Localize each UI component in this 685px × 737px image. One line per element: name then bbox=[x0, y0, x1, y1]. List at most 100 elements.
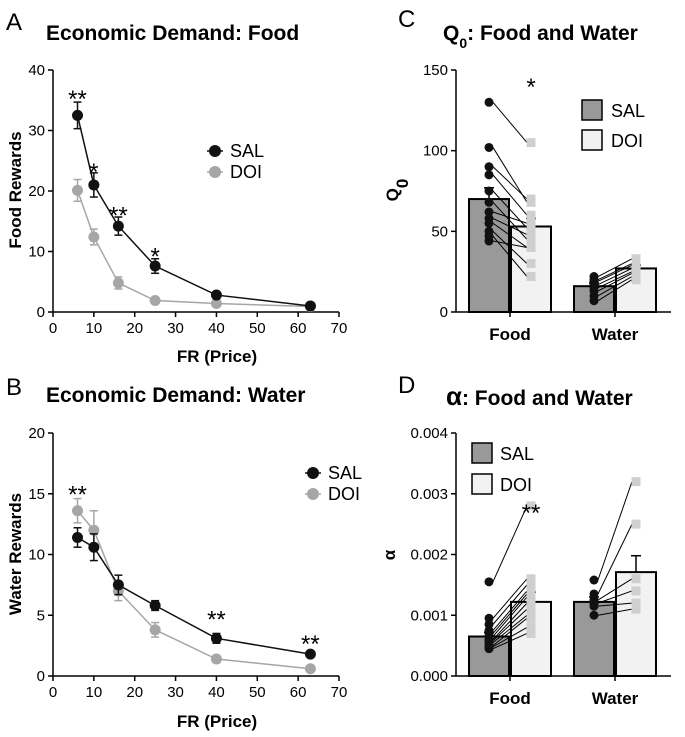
paired-line bbox=[597, 272, 633, 292]
series-doi-point bbox=[304, 663, 316, 675]
point-doi bbox=[526, 628, 536, 638]
series-sal-point bbox=[88, 179, 100, 191]
panel-b-ylabel: Water Rewards bbox=[6, 493, 25, 615]
point-sal bbox=[589, 575, 599, 585]
point-doi bbox=[526, 613, 536, 623]
x-tick-label: 50 bbox=[249, 684, 266, 701]
point-doi bbox=[631, 519, 641, 529]
panel-c-legend: SAL DOI bbox=[581, 99, 645, 151]
series-doi-point bbox=[72, 505, 84, 517]
point-doi bbox=[526, 138, 536, 148]
x-tick-label: 40 bbox=[208, 320, 225, 337]
series-sal-point bbox=[72, 109, 84, 121]
paired-line bbox=[492, 211, 528, 224]
paired-line bbox=[492, 617, 528, 647]
paired-line bbox=[597, 590, 633, 604]
point-sal bbox=[589, 296, 599, 306]
x-tick-label: 0 bbox=[49, 684, 57, 701]
point-doi bbox=[526, 604, 536, 614]
series-sal-point bbox=[112, 220, 124, 232]
point-doi bbox=[631, 574, 641, 584]
paired-line bbox=[492, 230, 528, 264]
point-sal bbox=[484, 97, 494, 107]
point-doi bbox=[526, 242, 536, 252]
x-tick-label: 70 bbox=[331, 320, 348, 337]
paired-line bbox=[492, 222, 528, 248]
paired-line bbox=[492, 608, 528, 642]
paired-line bbox=[597, 481, 633, 581]
legend-sal-swatch bbox=[581, 99, 603, 121]
x-tick-label: 30 bbox=[167, 320, 184, 337]
point-sal bbox=[484, 236, 494, 246]
series-sal-point bbox=[304, 648, 316, 660]
y-tick-label: 0.000 bbox=[410, 668, 448, 685]
point-doi bbox=[526, 210, 536, 220]
x-tick-label: 30 bbox=[167, 684, 184, 701]
y-tick-label: 50 bbox=[431, 223, 448, 240]
panel-a-ylabel: Food Rewards bbox=[6, 131, 25, 248]
series-doi-line bbox=[76, 510, 311, 670]
paired-line bbox=[492, 166, 528, 200]
point-doi bbox=[526, 230, 536, 240]
legend-doi-label: DOI bbox=[328, 484, 360, 504]
panel-c-title-rest: : Food and Water bbox=[467, 22, 638, 45]
category-label: Food bbox=[489, 689, 531, 708]
x-tick-label: 20 bbox=[126, 684, 143, 701]
panel-d-marks: ** bbox=[468, 477, 657, 678]
point-doi bbox=[631, 586, 641, 596]
series-sal-point bbox=[210, 289, 222, 301]
significance-marker: * bbox=[150, 243, 159, 270]
legend-doi-label: DOI bbox=[230, 162, 262, 182]
paired-line bbox=[597, 578, 633, 601]
panel-d-legend: SAL DOI bbox=[471, 442, 534, 495]
significance-marker: ** bbox=[68, 481, 87, 508]
paired-line bbox=[597, 276, 633, 297]
legend-doi-label: DOI bbox=[500, 475, 532, 495]
x-tick-label: 70 bbox=[331, 684, 348, 701]
panel-a-axes: 0 10 20 30 40 50 60 70 0 10 20 30 40 bbox=[28, 62, 347, 337]
legend-doi-label: DOI bbox=[611, 131, 643, 151]
series-doi-point bbox=[210, 298, 222, 310]
point-doi bbox=[631, 477, 641, 487]
panel-c-title-sub: 0 bbox=[459, 35, 467, 51]
y-tick-label: 30 bbox=[28, 123, 45, 140]
legend-doi-swatch bbox=[581, 129, 603, 151]
point-sal bbox=[484, 577, 494, 587]
significance-marker: ** bbox=[68, 86, 87, 113]
point-doi bbox=[526, 194, 536, 204]
x-tick-label: 60 bbox=[290, 684, 307, 701]
y-tick-label: 20 bbox=[28, 425, 45, 442]
paired-line bbox=[492, 602, 528, 640]
point-sal bbox=[484, 170, 494, 180]
point-sal bbox=[484, 207, 494, 217]
y-tick-label: 0.004 bbox=[410, 425, 448, 442]
series-sal-point bbox=[72, 531, 84, 543]
panel-c-ylabel-sub: 0 bbox=[393, 179, 412, 188]
legend-sal-label: SAL bbox=[328, 463, 362, 483]
category-label: Water bbox=[592, 689, 639, 708]
paired-line bbox=[597, 608, 633, 616]
point-doi bbox=[526, 592, 536, 602]
y-tick-label: 0 bbox=[37, 668, 45, 685]
panel-a-marks: ****** bbox=[68, 86, 316, 313]
panel-a-legend: SAL DOI bbox=[207, 141, 264, 182]
y-tick-label: 20 bbox=[28, 183, 45, 200]
series-sal-point bbox=[112, 579, 124, 591]
point-doi bbox=[526, 223, 536, 233]
panel-b-title: Economic Demand: Water bbox=[46, 384, 305, 407]
series-sal-point bbox=[149, 260, 161, 272]
paired-line bbox=[492, 596, 528, 637]
panel-b-xlabel: FR (Price) bbox=[177, 712, 257, 731]
point-doi bbox=[526, 501, 536, 511]
paired-line bbox=[492, 190, 528, 229]
paired-line bbox=[492, 217, 528, 236]
panel-b-legend: SAL DOI bbox=[305, 463, 362, 504]
paired-line bbox=[492, 614, 528, 643]
series-sal-point bbox=[149, 600, 161, 612]
paired-line bbox=[492, 578, 528, 619]
significance-marker: * bbox=[89, 159, 98, 186]
point-sal bbox=[484, 197, 494, 207]
x-tick-label: 20 bbox=[126, 320, 143, 337]
significance-marker: ** bbox=[522, 500, 541, 527]
panel-a-xlabel: FR (Price) bbox=[177, 347, 257, 366]
